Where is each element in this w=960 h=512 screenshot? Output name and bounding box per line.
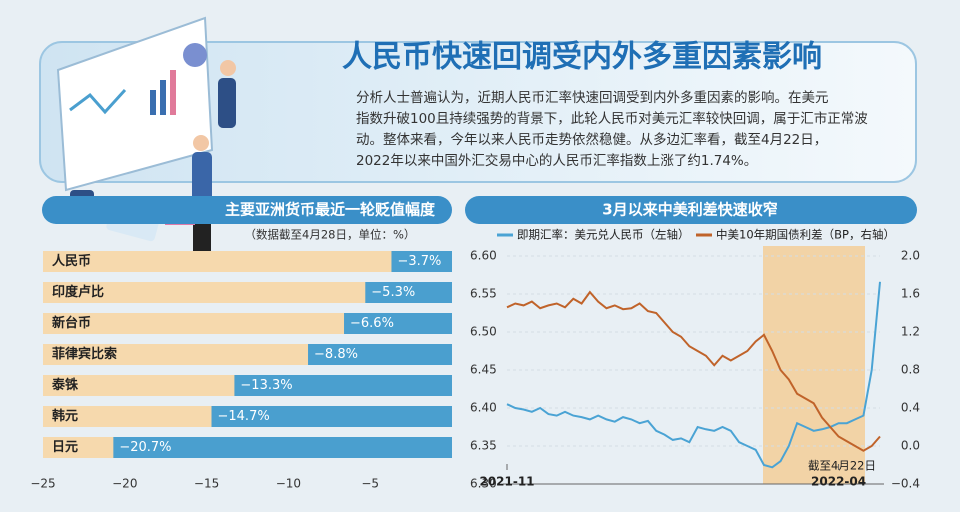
y2-tick-label: 2.0 — [901, 249, 920, 263]
bar — [308, 344, 452, 365]
y2-tick-label: 0.0 — [901, 439, 920, 453]
category-label: 人民币 — [52, 253, 91, 269]
y-tick-label: 6.55 — [470, 287, 497, 301]
bar — [234, 375, 452, 396]
line-series — [506, 290, 881, 452]
intro-line: 指数升破100且持续强势的背景下，此轮人民币对美元汇率较快回调，属于汇市正常波 — [356, 110, 868, 127]
value-label: −6.6% — [350, 316, 394, 331]
category-label: 印度卢比 — [52, 284, 104, 300]
y-tick-label: 6.35 — [470, 439, 497, 453]
y-tick-label: 6.40 — [470, 401, 497, 415]
line-series — [506, 281, 881, 469]
bar — [344, 313, 452, 334]
category-label: 菲律宾比索 — [52, 346, 117, 362]
category-label: 新台币 — [52, 315, 91, 331]
chart-title: 主要亚洲货币最近一轮贬值幅度 — [225, 201, 436, 219]
value-label: −14.7% — [218, 409, 270, 424]
value-label: −5.3% — [371, 285, 415, 300]
section-header — [465, 196, 917, 224]
value-label: −13.3% — [240, 378, 292, 393]
value-label: −8.8% — [314, 347, 358, 362]
bar — [391, 251, 452, 272]
y-tick-label: 6.50 — [470, 325, 497, 339]
x-tick-label: 2021-11 — [479, 475, 534, 489]
intro-line: 动。整体来看，今年以来人民币走势依然稳健。从多边汇率看，截至4月22日， — [356, 131, 827, 148]
value-label: −20.7% — [119, 440, 171, 455]
legend-label: 即期汇率：美元兑人民币（左轴） — [517, 228, 690, 242]
y-tick-label: 6.30 — [470, 477, 497, 491]
x-tick-label: −20 — [112, 477, 137, 491]
category-label: 泰铢 — [51, 377, 79, 393]
category-label: 日元 — [52, 440, 78, 455]
y2-tick-label: 0.4 — [901, 401, 920, 415]
intro-line: 2022年以来中国外汇交易中心的人民币汇率指数上涨了约1.74%。 — [356, 152, 757, 169]
bar-track — [43, 282, 452, 303]
bar — [365, 282, 452, 303]
y2-tick-label: −0.4 — [891, 477, 920, 491]
chart-title: 3月以来中美利差快速收窄 — [602, 201, 777, 219]
x-tick-label: −5 — [361, 477, 379, 491]
chart-subtitle: （数据截至4月28日，单位：%） — [245, 228, 416, 242]
value-label: −3.7% — [397, 254, 441, 269]
header-card — [39, 41, 917, 183]
y2-tick-label: 1.2 — [901, 325, 920, 339]
x-tick-label: −25 — [30, 477, 55, 491]
y2-tick-label: 0.8 — [901, 363, 920, 377]
x-tick-label: 2022-04 — [811, 475, 866, 489]
category-label: 韩元 — [52, 408, 78, 424]
x-tick-label: −10 — [276, 477, 301, 491]
highlight-band — [763, 246, 865, 484]
bar — [113, 437, 453, 458]
section-header — [42, 196, 452, 224]
bar-track — [43, 251, 452, 272]
y-tick-label: 6.45 — [470, 363, 497, 377]
bar — [211, 406, 452, 427]
page-title: 人民币快速回调受内外多重因素影响 — [342, 40, 822, 75]
intro-line: 分析人士普遍认为，近期人民币汇率快速回调受到内外多重因素的影响。在美元 — [356, 89, 829, 106]
y-tick-label: 6.60 — [470, 249, 497, 263]
y2-tick-label: 1.6 — [901, 287, 920, 301]
annotation: 截至4月22日 — [808, 459, 876, 473]
legend-label: 中美10年期国债利差（BP，右轴） — [716, 228, 895, 242]
x-tick-label: −15 — [194, 477, 219, 491]
